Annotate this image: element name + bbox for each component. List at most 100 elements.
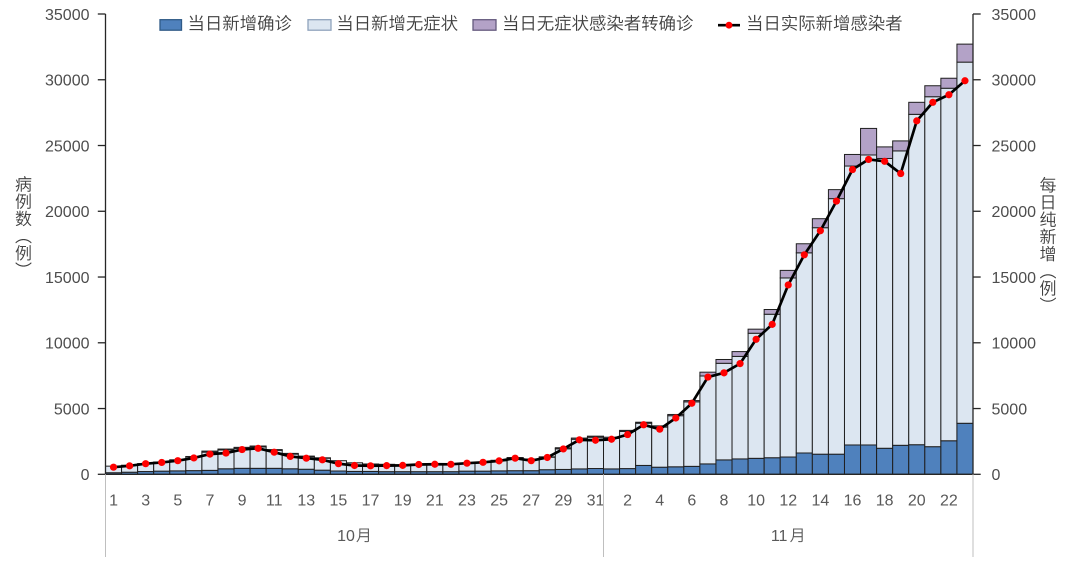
- bar-confirmed: [811, 453, 829, 475]
- bar-confirmed: [265, 467, 283, 475]
- bar-asymptomatic: [715, 362, 733, 461]
- day-label: 8: [720, 493, 729, 510]
- bar-confirmed: [860, 444, 878, 475]
- bar-confirmed: [619, 468, 637, 475]
- bar-confirmed: [779, 456, 797, 475]
- cjk-char: [338, 14, 352, 31]
- bar-confirmed: [683, 465, 701, 475]
- bar-asymptomatic: [795, 252, 813, 454]
- bar-asymptomatic: [603, 437, 621, 470]
- cjk-char: [257, 14, 274, 31]
- cjk-char: [1039, 297, 1057, 302]
- legend-label-3: [504, 14, 693, 31]
- day-label: 5: [173, 493, 182, 510]
- line-marker-dot: [399, 461, 407, 469]
- bar-confirmed: [827, 453, 845, 475]
- bar-converted: [876, 146, 894, 159]
- line-marker-dot: [174, 457, 182, 465]
- cjk-char: [1040, 280, 1056, 296]
- bar-asymptomatic: [763, 313, 781, 459]
- cjk-char: [624, 14, 641, 31]
- bar-confirmed: [843, 444, 862, 475]
- bar-asymptomatic: [876, 157, 894, 449]
- bar-confirmed: [217, 468, 235, 475]
- month-label-cjk: [356, 528, 369, 543]
- line-marker-dot: [109, 463, 118, 471]
- bar-confirmed: [651, 466, 669, 475]
- cjk-char: [356, 528, 369, 543]
- day-label: 16: [844, 493, 862, 510]
- cjk-char: [799, 15, 815, 31]
- cjk-char: [607, 14, 624, 31]
- left-tick-label: 30000: [45, 73, 90, 90]
- cjk-char: [1040, 245, 1055, 262]
- day-label: 29: [554, 493, 572, 510]
- line-marker-dot: [447, 460, 455, 468]
- line-marker-dot: [527, 457, 535, 465]
- line-marker-dot: [656, 425, 664, 433]
- line-marker-dot: [768, 320, 776, 328]
- cjk-char: [1039, 274, 1057, 279]
- day-label: 11: [266, 493, 283, 510]
- day-label: 18: [876, 493, 894, 510]
- bar-confirmed: [586, 468, 605, 475]
- cjk-char: [782, 14, 798, 31]
- line-marker-dot: [511, 454, 519, 462]
- line-marker-dot: [222, 449, 230, 457]
- line-marker-dot: [415, 460, 423, 469]
- cjk-char: [15, 239, 32, 244]
- day-label: 9: [238, 493, 247, 510]
- bar-asymptomatic: [843, 165, 862, 446]
- cjk-char: [356, 16, 369, 31]
- cjk-char: [676, 14, 693, 31]
- day-label: 13: [297, 493, 315, 510]
- day-label: 22: [940, 493, 958, 510]
- line-marker-dot: [591, 436, 600, 444]
- line-marker-dot: [334, 460, 343, 468]
- right-tick-label: 35000: [992, 7, 1037, 24]
- right-tick-label: 5000: [992, 401, 1028, 418]
- line-marker-dot: [607, 435, 616, 443]
- line-marker-dot: [640, 421, 648, 429]
- left-tick-label: 5000: [54, 401, 90, 418]
- line-marker-dot: [463, 459, 471, 467]
- cjk-char: [833, 14, 849, 31]
- legend-label-1: [189, 14, 292, 31]
- right-tick-label: 30000: [992, 73, 1037, 90]
- day-label: 31: [587, 493, 605, 510]
- right-tick-label: 20000: [992, 204, 1037, 221]
- cjk-char: [572, 14, 589, 31]
- day-label: 15: [330, 493, 348, 510]
- day-label: 12: [779, 493, 797, 510]
- day-label: 23: [458, 493, 476, 510]
- cjk-char: [371, 14, 388, 31]
- bar-confirmed: [731, 458, 749, 475]
- bar-asymptomatic: [779, 277, 797, 458]
- bar-asymptomatic: [956, 61, 974, 424]
- bar-asymptomatic: [908, 113, 926, 446]
- bar-asymptomatic: [940, 87, 958, 442]
- left-tick-label: 35000: [45, 7, 90, 24]
- cjk-char: [1040, 211, 1056, 227]
- line-marker-dot: [961, 77, 969, 85]
- month-label-cjk: [790, 528, 803, 543]
- line-marker-dot: [270, 448, 278, 456]
- cjk-char: [641, 14, 658, 31]
- bar-converted: [892, 140, 910, 152]
- day-label: 10: [747, 493, 765, 510]
- bar-confirmed: [795, 452, 813, 475]
- bar-confirmed: [876, 447, 894, 475]
- bar-confirmed: [940, 440, 958, 475]
- bar-confirmed: [908, 444, 926, 475]
- bar-asymptomatic: [747, 332, 765, 459]
- bar-confirmed: [763, 457, 781, 475]
- line-marker-dot: [158, 458, 166, 467]
- line-marker-dot: [720, 369, 728, 377]
- line-marker-dot: [383, 462, 391, 470]
- line-marker-dot: [832, 197, 841, 205]
- bar-asymptomatic: [860, 154, 878, 446]
- bar-confirmed: [956, 422, 974, 475]
- bar-confirmed: [699, 463, 717, 475]
- cjk-char: [15, 193, 31, 210]
